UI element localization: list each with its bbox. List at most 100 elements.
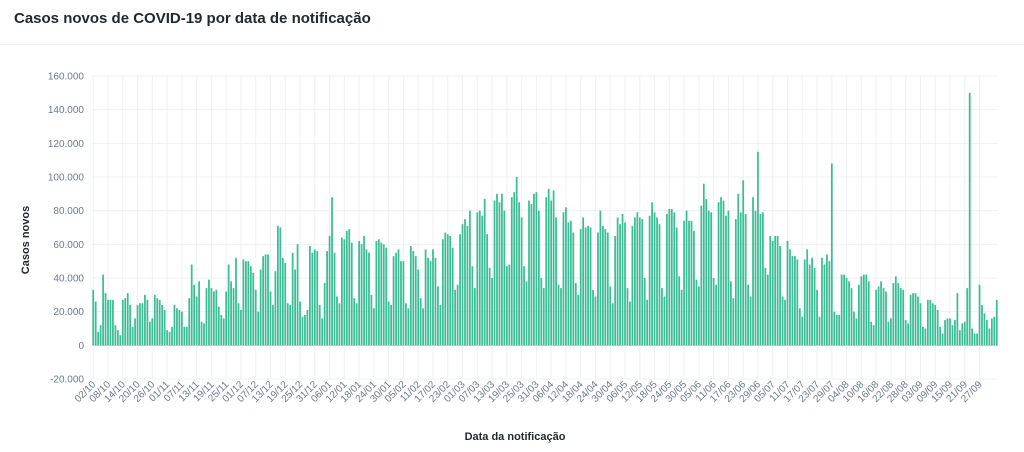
bar[interactable] (208, 279, 210, 346)
bar[interactable] (968, 92, 971, 346)
bar[interactable] (867, 281, 870, 346)
bar[interactable] (609, 286, 612, 346)
bar[interactable] (981, 304, 983, 346)
bar[interactable] (264, 254, 267, 346)
bar[interactable] (424, 249, 427, 346)
bar[interactable] (365, 249, 368, 346)
bar[interactable] (542, 288, 545, 346)
bar[interactable] (562, 212, 565, 346)
bar[interactable] (771, 240, 774, 346)
bar[interactable] (444, 232, 447, 346)
bar[interactable] (631, 225, 634, 346)
bar[interactable] (483, 198, 486, 346)
bar[interactable] (737, 193, 740, 346)
bar[interactable] (513, 192, 516, 346)
bar[interactable] (931, 303, 934, 346)
bar[interactable] (469, 210, 471, 346)
bar[interactable] (594, 296, 597, 346)
bar[interactable] (853, 311, 855, 346)
bar[interactable] (848, 281, 850, 346)
bar[interactable] (912, 293, 914, 346)
bar[interactable] (742, 180, 745, 346)
bar[interactable] (139, 303, 141, 346)
bar[interactable] (670, 208, 673, 346)
bar[interactable] (471, 266, 474, 346)
bar[interactable] (414, 256, 417, 346)
bar[interactable] (892, 283, 895, 346)
bar[interactable] (877, 286, 880, 346)
bar[interactable] (956, 293, 959, 346)
bar[interactable] (587, 225, 589, 346)
bar[interactable] (274, 271, 277, 346)
bar[interactable] (619, 224, 621, 346)
bar[interactable] (860, 276, 863, 346)
bar[interactable] (823, 264, 826, 346)
bar[interactable] (776, 235, 779, 346)
bar[interactable] (235, 257, 237, 346)
bar[interactable] (739, 212, 742, 346)
bar[interactable] (801, 316, 804, 346)
bar[interactable] (616, 217, 619, 346)
bar[interactable] (400, 261, 402, 346)
bar[interactable] (222, 318, 225, 346)
bar[interactable] (309, 246, 311, 346)
bar[interactable] (390, 304, 393, 346)
bar[interactable] (146, 299, 149, 346)
bar[interactable] (284, 262, 287, 346)
bar[interactable] (456, 284, 459, 346)
bar[interactable] (678, 276, 681, 346)
bar[interactable] (439, 304, 442, 346)
bar[interactable] (301, 316, 304, 346)
bar[interactable] (402, 261, 405, 346)
bar[interactable] (520, 217, 523, 346)
bar[interactable] (205, 288, 208, 346)
bar[interactable] (995, 299, 998, 346)
bar[interactable] (257, 311, 260, 346)
bar[interactable] (555, 217, 557, 346)
bar[interactable] (387, 301, 390, 346)
bar[interactable] (949, 318, 951, 346)
bar[interactable] (215, 289, 218, 346)
bar[interactable] (466, 225, 469, 346)
bar[interactable] (144, 294, 146, 346)
bar[interactable] (944, 320, 946, 346)
bar[interactable] (321, 318, 324, 346)
bar[interactable] (707, 210, 710, 346)
bar[interactable] (646, 299, 649, 346)
bar[interactable] (626, 288, 629, 346)
bar[interactable] (958, 330, 961, 346)
bar[interactable] (993, 316, 996, 346)
bar[interactable] (180, 311, 183, 346)
bar[interactable] (766, 274, 769, 346)
bar[interactable] (481, 215, 484, 346)
bar[interactable] (899, 288, 902, 346)
bar[interactable] (358, 240, 361, 346)
bar[interactable] (661, 288, 663, 346)
bar[interactable] (700, 205, 703, 346)
bar[interactable] (592, 289, 594, 346)
bar[interactable] (862, 274, 865, 346)
bar[interactable] (946, 318, 949, 346)
bar[interactable] (535, 192, 538, 346)
bar[interactable] (909, 294, 912, 346)
bar[interactable] (599, 210, 602, 346)
bar[interactable] (338, 303, 341, 346)
bar[interactable] (114, 325, 117, 346)
bar[interactable] (954, 320, 956, 346)
bar[interactable] (136, 304, 139, 346)
bar[interactable] (345, 230, 348, 346)
bar[interactable] (528, 200, 530, 346)
bar[interactable] (173, 304, 176, 346)
bar[interactable] (370, 294, 373, 346)
bar[interactable] (380, 242, 383, 346)
bar[interactable] (722, 200, 725, 346)
bar[interactable] (727, 210, 730, 346)
bar[interactable] (323, 283, 326, 346)
bar[interactable] (227, 264, 230, 346)
bar[interactable] (693, 230, 695, 346)
bar[interactable] (109, 299, 112, 346)
bar[interactable] (491, 278, 493, 346)
bar[interactable] (168, 331, 171, 346)
bar[interactable] (579, 229, 582, 346)
bar[interactable] (247, 261, 250, 346)
